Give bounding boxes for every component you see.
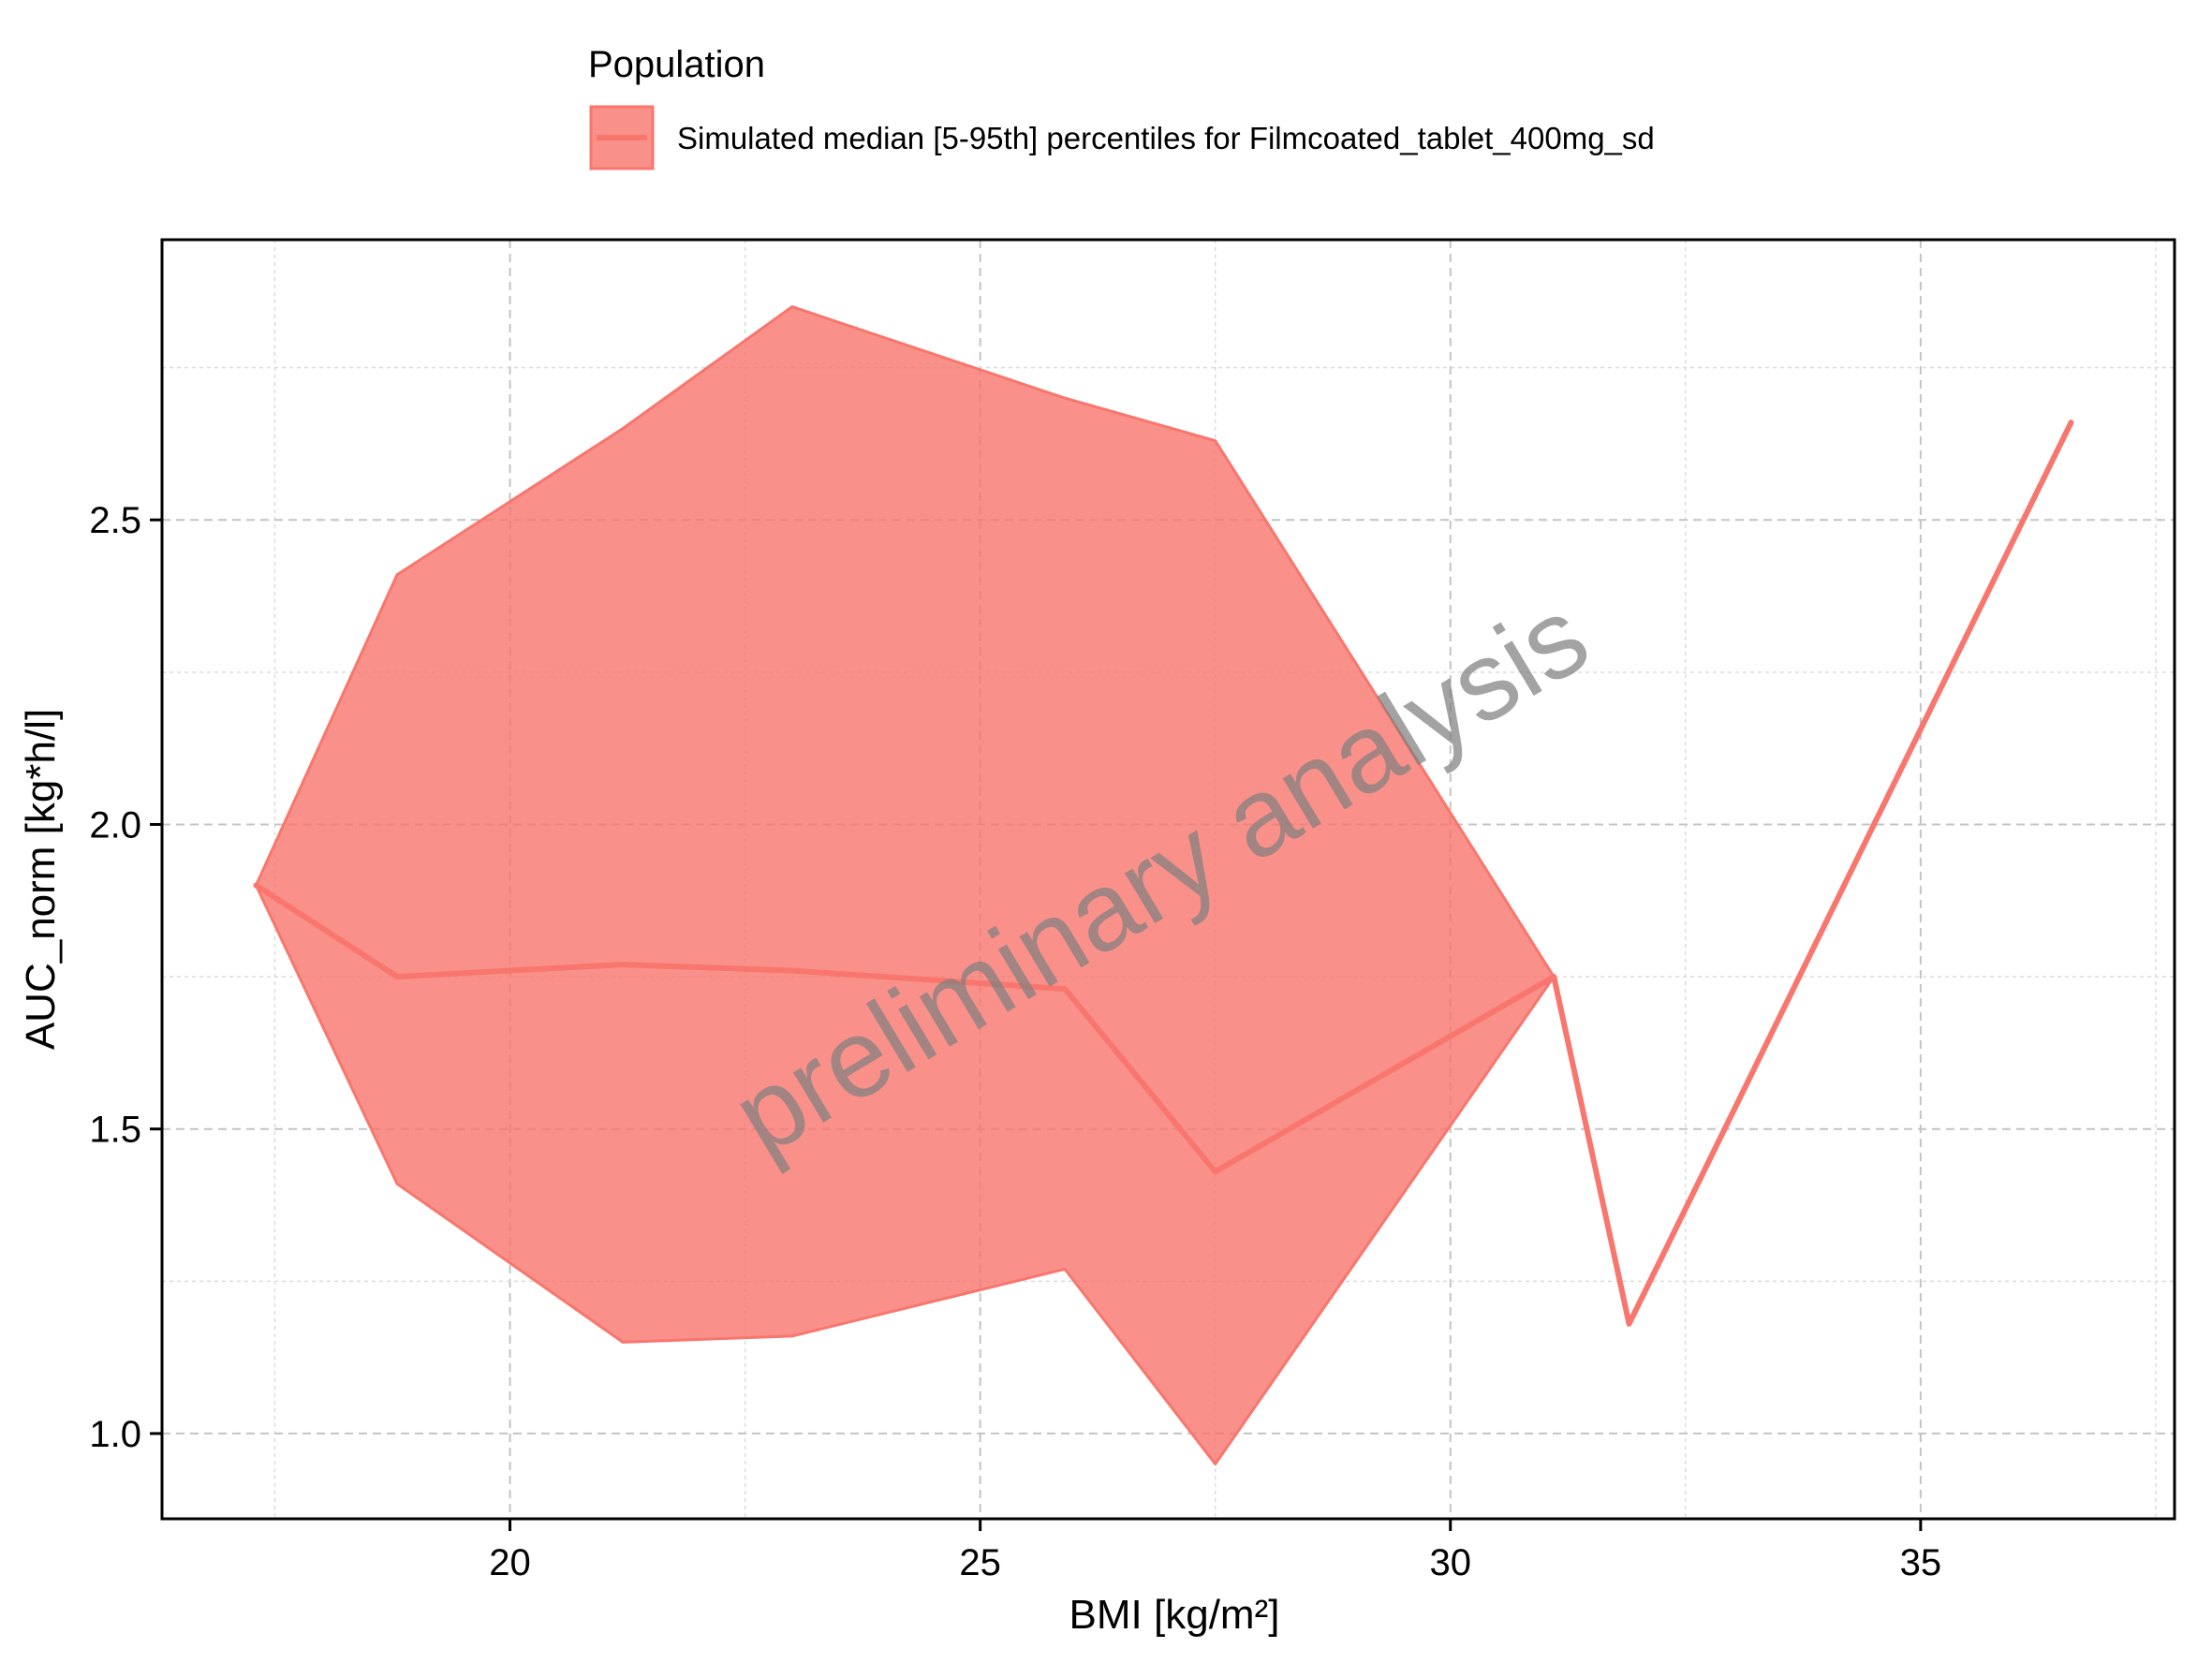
median-line: [253, 419, 2074, 1327]
y-tick-label: 2.0: [89, 804, 141, 846]
x-tick-label: 35: [1900, 1542, 1942, 1583]
x-tick-label: 30: [1430, 1542, 1472, 1583]
x-axis-title: BMI [kg/m²]: [1069, 1592, 1280, 1638]
legend: Population Simulated median [5-95th] per…: [588, 44, 1655, 170]
x-tick-label: 25: [959, 1542, 1001, 1583]
y-tick-label: 1.0: [89, 1414, 141, 1455]
y-tick-label: 2.5: [89, 500, 141, 541]
y-axis-title: AUC_norm [kg*h/l]: [18, 709, 64, 1050]
x-tick-label: 20: [489, 1542, 531, 1583]
axes: 20 25 30 35 1.0 1.5 2.0 2.5: [89, 500, 1941, 1583]
panel-border: [160, 238, 2176, 1521]
legend-entry-label: Simulated median [5-95th] percentiles fo…: [677, 121, 1655, 155]
legend-title: Population: [588, 44, 765, 85]
data-layer: [253, 305, 2074, 1465]
y-tick-label: 1.5: [89, 1110, 141, 1151]
